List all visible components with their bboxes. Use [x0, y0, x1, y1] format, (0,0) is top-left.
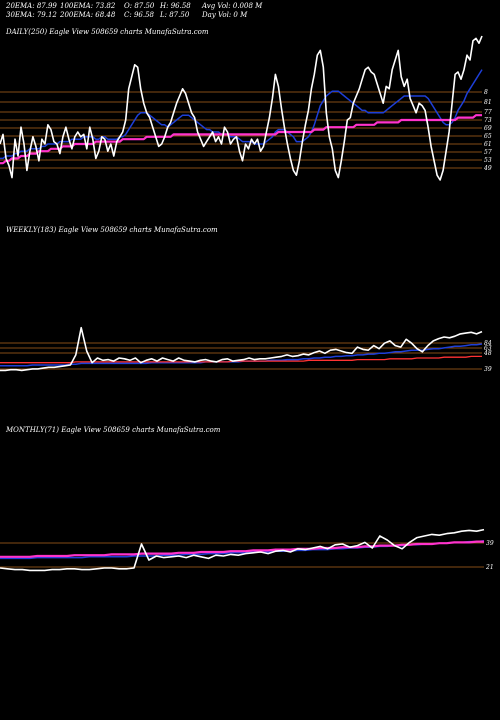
daily-y-tick-label: 69: [484, 125, 492, 132]
daily-y-tick-label: 49: [483, 165, 492, 172]
monthly-ema-pink-line: [0, 540, 484, 558]
close-label: C: 96.58: [124, 11, 154, 19]
avg-vol-label: Avg Vol: 0.008 M: [202, 2, 263, 10]
monthly-y-tick-label: 21: [485, 564, 494, 571]
weekly-y-tick-label: 84: [484, 340, 492, 347]
ema100-label: 100EMA: 73.82: [60, 2, 116, 10]
daily-y-tick-label: 65: [484, 133, 492, 140]
daily-y-tick-label: 57: [484, 149, 492, 156]
daily-price-line: [0, 35, 483, 181]
daily-ema-pink-line: [0, 114, 482, 165]
daily-y-tick-label: 53: [484, 157, 492, 164]
open-label: O: 87.50: [124, 2, 155, 10]
weekly-y-tick-label: 63: [484, 345, 492, 352]
monthly-y-tick-label: 39: [486, 540, 494, 547]
weekly-y-tick-label: 48: [483, 350, 492, 357]
ema200-label: 200EMA: 68.48: [60, 11, 116, 19]
weekly-y-tick-label: 39: [484, 366, 492, 373]
daily-panel-title: DAILY(250) Eagle View 508659 charts Muna…: [6, 28, 209, 36]
monthly-panel-title: MONTHLY(71) Eagle View 508659 charts Mun…: [6, 426, 221, 434]
ema20-label: 20EMA: 87.99: [6, 2, 57, 10]
day-vol-label: Day Vol: 0 M: [202, 11, 248, 19]
weekly-price-line: [0, 326, 483, 372]
high-label: H: 96.58: [160, 2, 191, 10]
daily-y-tick-label: 77: [484, 109, 492, 116]
daily-y-tick-label: 73: [484, 117, 492, 124]
daily-y-tick-label: 81: [484, 99, 492, 106]
weekly-panel-title: WEEKLY(183) Eagle View 508659 charts Mun…: [6, 226, 218, 234]
daily-y-tick-label: 8: [484, 89, 488, 96]
weekly-ema-red-line: [0, 355, 482, 364]
monthly-price-line: [0, 528, 485, 572]
low-label: L: 87.50: [160, 11, 190, 19]
ema30-label: 30EMA: 79.12: [6, 11, 57, 19]
daily-y-tick-label: 61: [484, 141, 492, 148]
daily-ema-blue-line: [0, 69, 483, 160]
